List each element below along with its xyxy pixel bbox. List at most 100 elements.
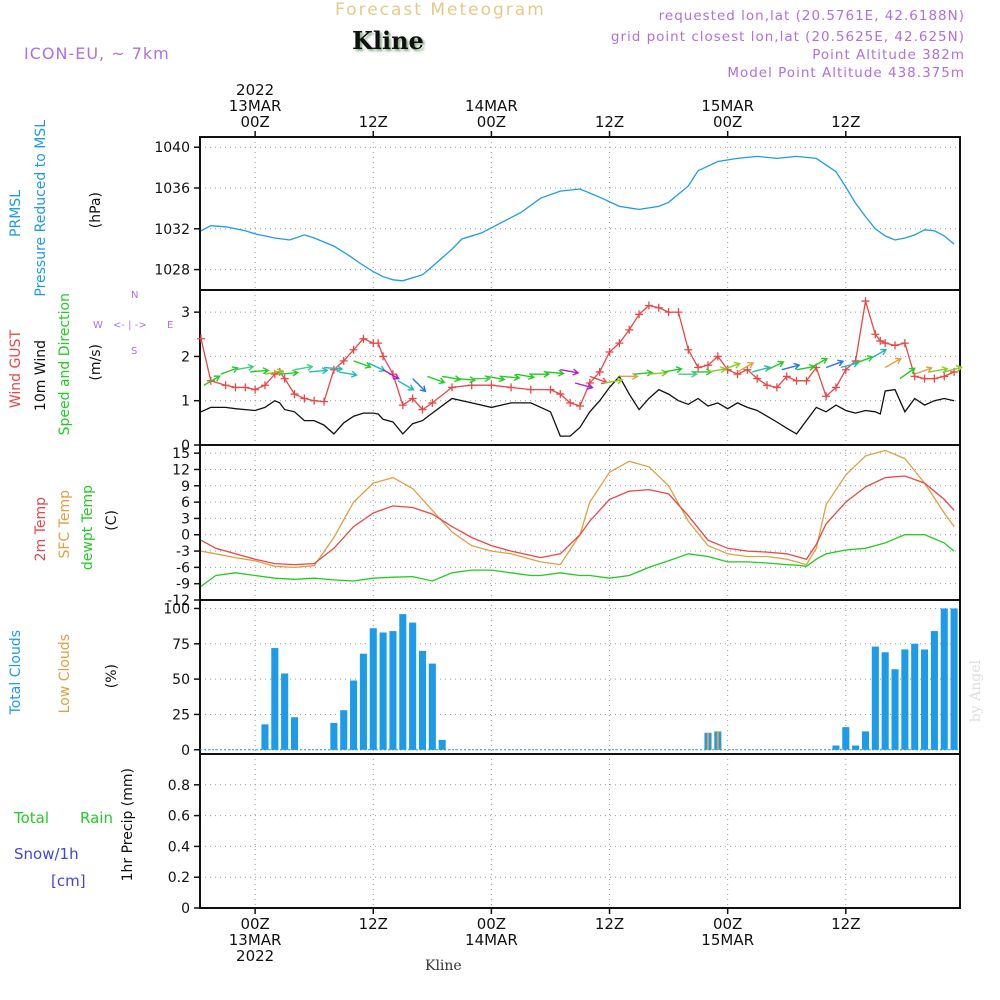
total-cloud-bar — [852, 745, 860, 750]
panel-frame — [199, 444, 961, 601]
y-tick-label: 3 — [181, 305, 190, 321]
top-time-label: 00Z — [713, 113, 742, 131]
gust-marker — [467, 381, 476, 390]
y-tick-label: -12 — [167, 593, 190, 609]
wind-barb — [855, 355, 874, 364]
y-tick-label: 0.8 — [168, 778, 190, 794]
y-tick-label: 1036 — [154, 181, 190, 197]
gust-marker — [487, 381, 496, 390]
gust-marker — [684, 345, 693, 354]
top-time-label: 00Z — [240, 113, 269, 131]
point-altitude: Point Altitude 382m — [812, 47, 965, 63]
gust-marker — [782, 372, 791, 381]
gridpoint-coords: grid point closest lon,lat (20.5625E, 42… — [610, 29, 965, 45]
top-time-label: 12Z — [359, 113, 388, 131]
wind-barb — [545, 369, 565, 377]
gust-marker — [408, 394, 417, 403]
gust-marker — [526, 385, 535, 394]
dewpoint-line — [200, 534, 955, 587]
gust-marker — [900, 339, 909, 348]
total-cloud-bar — [911, 643, 919, 750]
station-name: Kline — [352, 26, 424, 55]
total-cloud-bar — [290, 717, 299, 750]
gust-marker — [221, 381, 230, 390]
gust-marker — [349, 345, 358, 354]
wind-barb — [427, 375, 446, 385]
gust-marker — [448, 383, 457, 392]
wind-barb — [648, 369, 669, 377]
y-tick-label: 1040 — [154, 140, 190, 156]
total-cloud-bar — [399, 614, 407, 750]
y-tick-label: 0.6 — [168, 809, 190, 825]
total-cloud-bar — [438, 739, 446, 750]
wind-barb — [884, 357, 902, 369]
gust-marker — [625, 325, 634, 334]
wind-barb — [382, 369, 400, 380]
gust-marker — [871, 330, 880, 339]
gust-marker — [428, 398, 437, 407]
bottom-time-label: 00Z — [477, 915, 506, 933]
wind-barb — [309, 367, 329, 375]
snow-unit-label: [cm] — [51, 872, 86, 890]
gust-marker — [881, 339, 890, 348]
bottom-time-label: 12Z — [359, 915, 388, 933]
gust-marker — [290, 390, 299, 399]
gust-marker — [841, 365, 850, 374]
total-cloud-bar — [330, 722, 338, 750]
y-tick-label: 0 — [181, 438, 190, 454]
gust-marker — [605, 348, 614, 356]
gust-marker — [329, 365, 338, 374]
total-cloud-bar — [921, 649, 929, 750]
gust-marker — [280, 374, 289, 383]
wind-barb — [752, 364, 771, 373]
total-cloud-bar — [428, 663, 436, 750]
gust-marker — [196, 334, 205, 343]
bottom-time-label: 12Z — [831, 915, 860, 933]
top-time-label: 12Z — [595, 113, 624, 131]
y-tick-label: 15 — [172, 446, 190, 462]
wind-barb — [574, 382, 594, 390]
y-tick-label: -3 — [176, 544, 190, 560]
chart-title: Forecast Meteogram — [335, 0, 546, 20]
wind-barb — [456, 376, 477, 384]
total-cloud-bar — [861, 731, 870, 750]
total-cloud-bar — [881, 652, 889, 750]
gust-marker — [300, 394, 309, 403]
y-tick-label: 6 — [181, 495, 190, 511]
wind-barb — [250, 367, 270, 375]
y-tick-label: 0.2 — [168, 870, 190, 886]
top-time-label: 00Z — [477, 113, 506, 131]
gust-marker — [654, 303, 663, 312]
gust-marker — [940, 372, 949, 381]
gust-marker — [891, 341, 900, 350]
y-tick-label: 25 — [172, 707, 190, 723]
y-tick-label: -6 — [176, 560, 190, 576]
total-cloud-bar — [901, 649, 909, 750]
gust-marker — [694, 363, 703, 372]
gust-marker — [861, 297, 870, 306]
bottom-time-label: 13MAR — [229, 931, 282, 949]
y-tick-label: 0 — [181, 901, 190, 917]
gust-marker — [792, 376, 801, 385]
total-cloud-bar — [340, 710, 348, 750]
wind-barb — [501, 373, 521, 382]
gust-marker — [241, 383, 250, 392]
y-tick-label: 1028 — [154, 263, 190, 279]
snow-label: Snow/1h — [14, 845, 79, 863]
total-cloud-bar — [350, 680, 358, 750]
wind-barb — [530, 370, 551, 378]
wind-barb — [338, 370, 358, 378]
total-cloud-bar — [418, 650, 427, 750]
total-cloud-bar — [891, 669, 899, 750]
wind-barb — [220, 366, 239, 375]
gust-marker — [320, 397, 329, 406]
top-time-label: 13MAR — [229, 97, 282, 115]
bottom-time-label: 14MAR — [465, 931, 518, 949]
total-cloud-bar — [369, 628, 377, 750]
top-time-label: 15MAR — [701, 97, 754, 115]
gust-marker — [595, 367, 604, 376]
y-tick-label: 75 — [172, 637, 190, 653]
gust-marker — [379, 352, 388, 361]
compass-w: W — [93, 320, 103, 331]
